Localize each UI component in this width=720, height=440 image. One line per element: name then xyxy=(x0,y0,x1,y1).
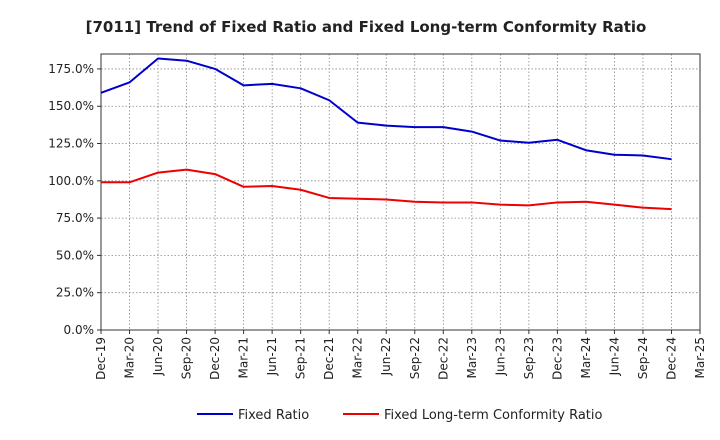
x-tick-label: Jun-20 xyxy=(151,337,165,376)
x-tick-label: Dec-19 xyxy=(94,337,108,380)
y-tick-label: 0.0% xyxy=(64,323,95,337)
x-tick-label: Sep-22 xyxy=(408,337,422,379)
x-tick-label: Dec-21 xyxy=(322,337,336,380)
legend-label-1: Fixed Ratio xyxy=(238,408,309,423)
series-line-2 xyxy=(101,168,672,211)
series-line-1 xyxy=(100,57,672,161)
y-tick-label: 100.0% xyxy=(48,174,94,188)
x-tick-label: Sep-21 xyxy=(294,337,308,379)
x-tick-label: Mar-24 xyxy=(579,337,593,378)
x-tick-label: Sep-24 xyxy=(636,337,650,379)
y-tick-label: 175.0% xyxy=(48,62,94,76)
y-tick-label: 150.0% xyxy=(48,99,94,113)
legend: Fixed Ratio Fixed Long-term Conformity Ra… xyxy=(197,408,603,423)
y-tick-label: 25.0% xyxy=(56,286,94,300)
x-tick-label: Mar-22 xyxy=(351,337,365,378)
x-tick-label: Sep-23 xyxy=(522,337,536,379)
x-tick-label: Dec-23 xyxy=(550,337,564,380)
x-tick-label: Sep-20 xyxy=(180,337,194,379)
x-tick-label: Mar-23 xyxy=(465,337,479,378)
x-tick-label: Mar-20 xyxy=(123,337,137,378)
chart-title: [7011] Trend of Fixed Ratio and Fixed Lo… xyxy=(86,18,647,36)
x-tick-label: Mar-25 xyxy=(693,337,707,378)
x-tick-label: Dec-22 xyxy=(436,337,450,380)
axes: 0.0% 25.0% 50.0% 75.0% 100.0% 125.0% 150.0% 175… xyxy=(48,53,707,380)
y-tick-label: 75.0% xyxy=(56,211,94,225)
x-tick-label: Dec-24 xyxy=(664,337,678,380)
grid xyxy=(100,54,701,331)
y-tick-label: 50.0% xyxy=(56,248,94,262)
x-tick-label: Dec-20 xyxy=(208,337,222,380)
x-tick-label: Jun-23 xyxy=(493,337,507,376)
plot-frame xyxy=(100,53,701,331)
x-tick-label: Mar-21 xyxy=(237,337,251,378)
x-tick-label: Jun-24 xyxy=(607,337,621,376)
legend-label-2: Fixed Long-term Conformity Ratio xyxy=(384,408,603,423)
x-tick-label: Jun-22 xyxy=(379,337,393,376)
y-tick-label: 125.0% xyxy=(48,137,94,151)
x-tick-label: Jun-21 xyxy=(265,337,279,376)
series-lines xyxy=(100,57,672,211)
